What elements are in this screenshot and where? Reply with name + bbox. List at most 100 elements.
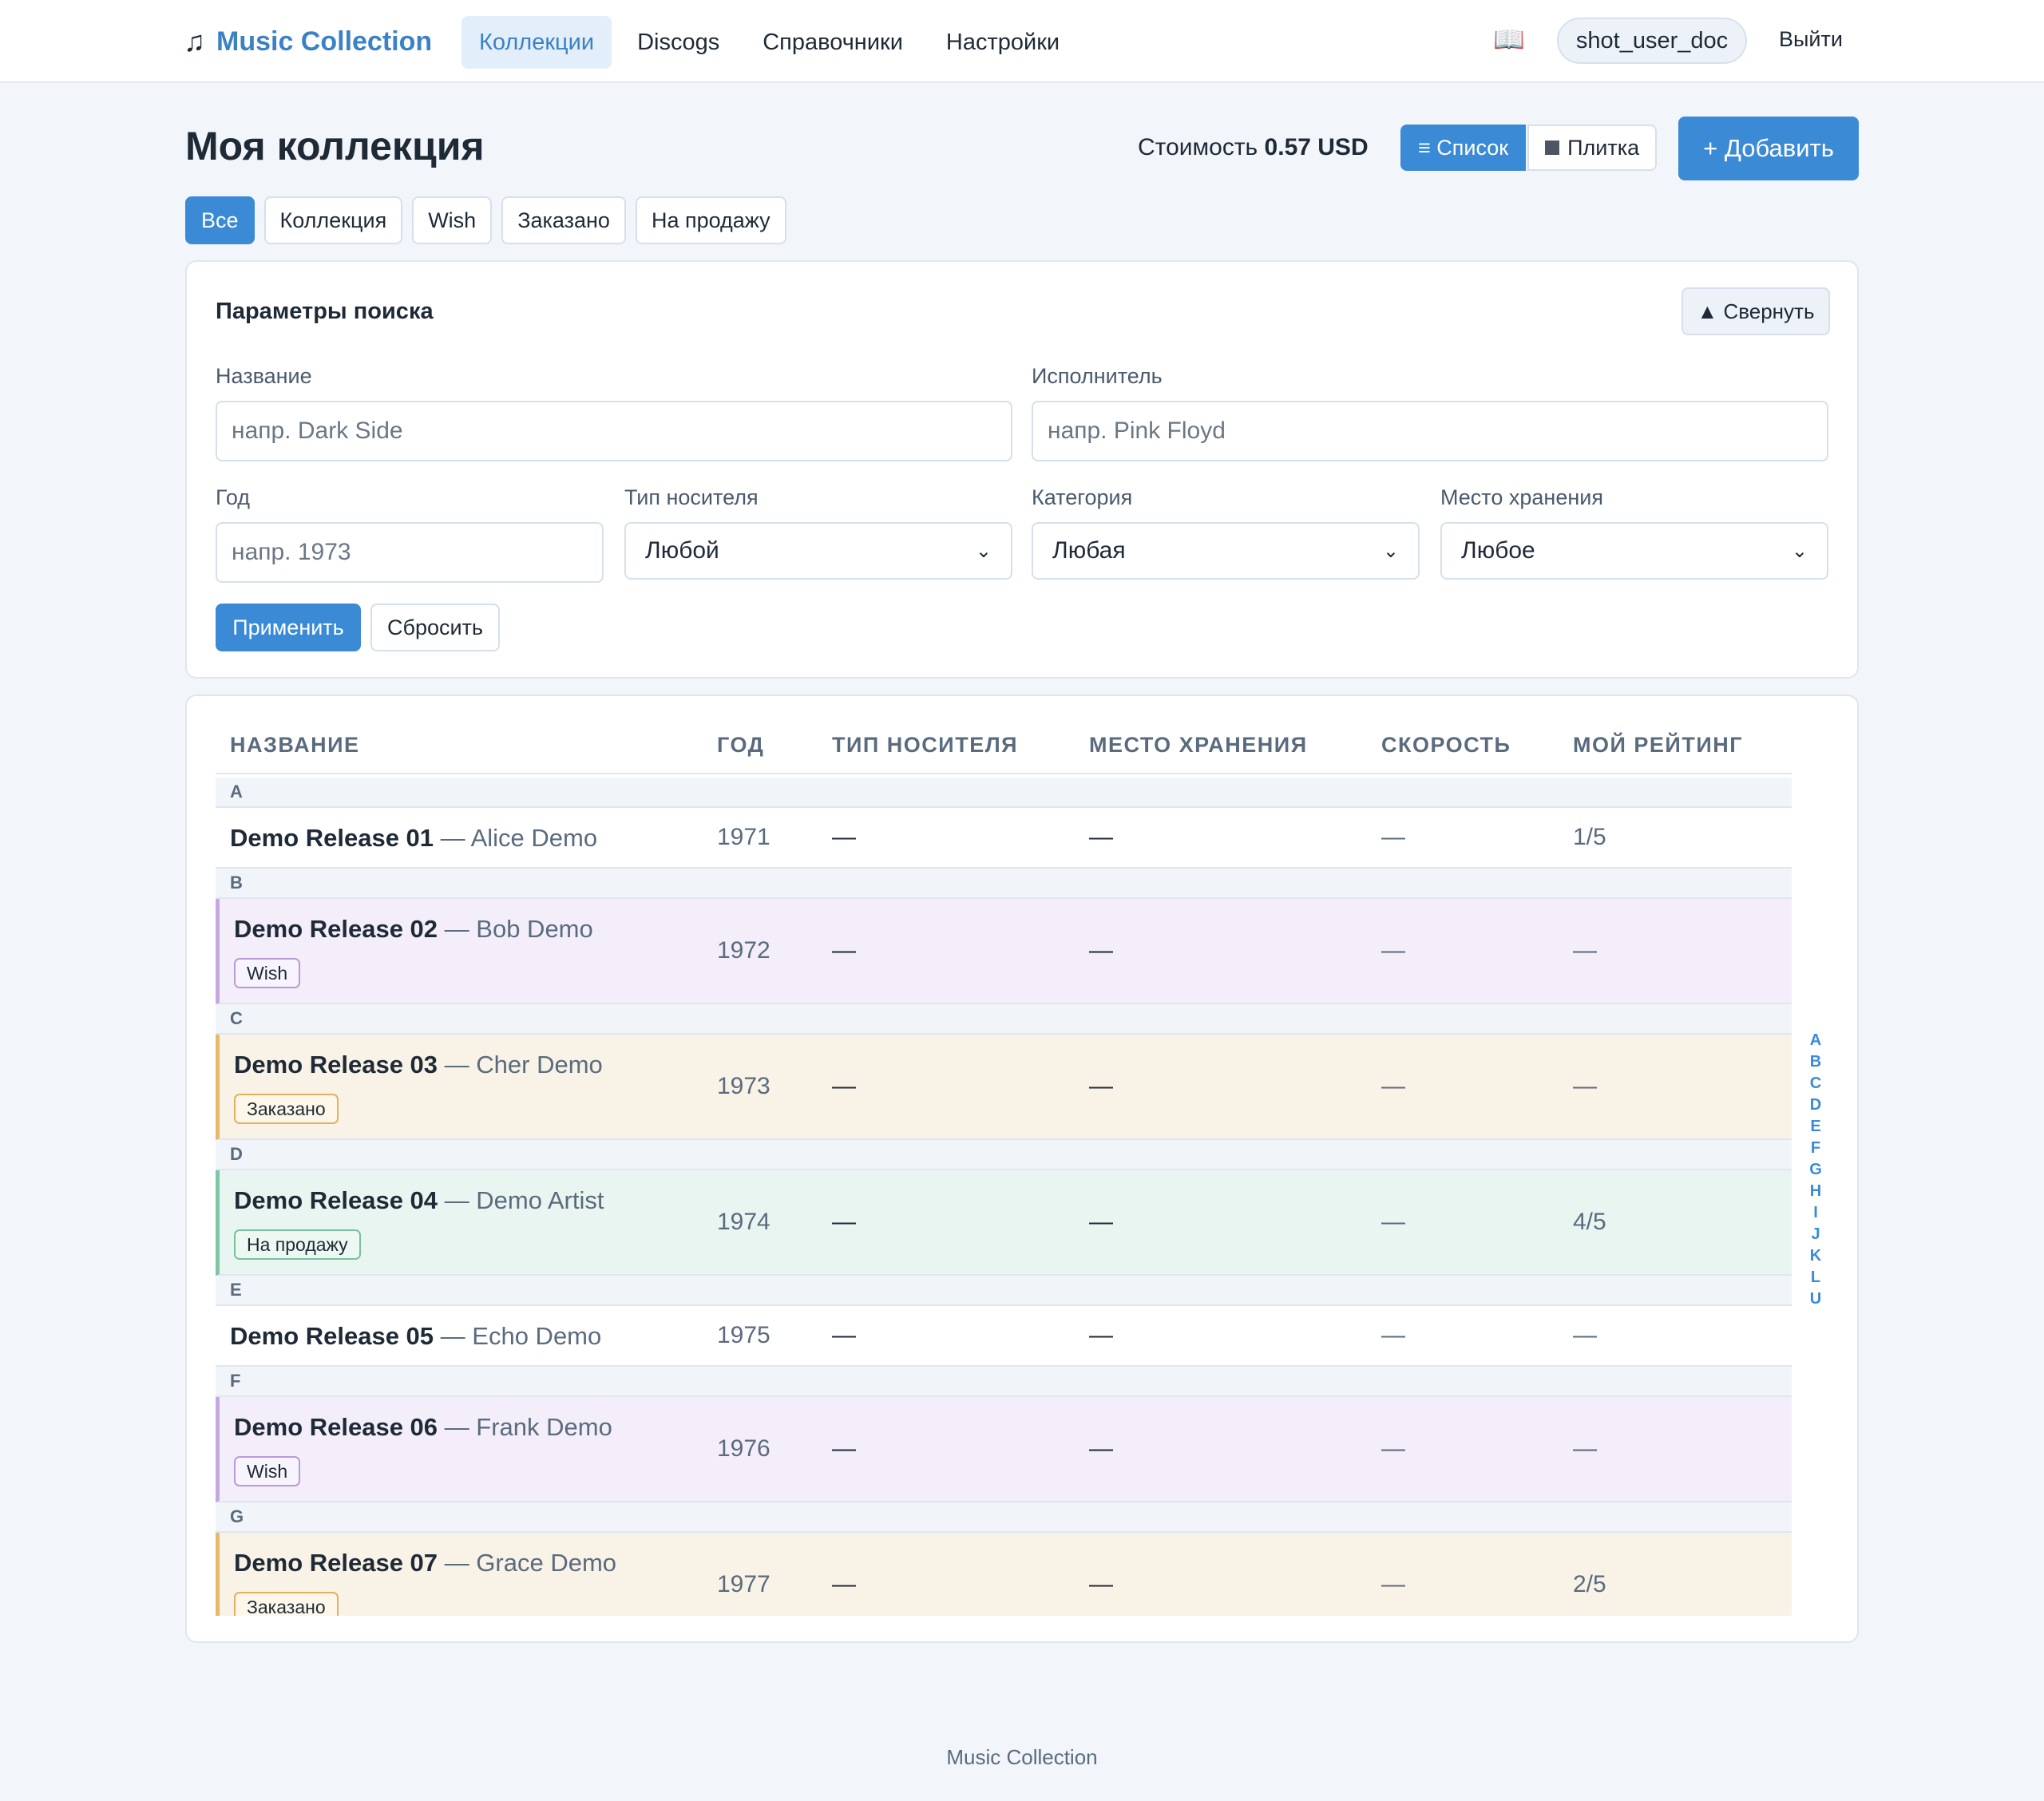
alpha-index-letter[interactable]: D <box>1809 1096 1822 1114</box>
search-panel: Параметры поиска ▲ Свернуть Название нап… <box>185 260 1859 679</box>
alpha-index-letter[interactable]: C <box>1809 1075 1822 1092</box>
col-speed[interactable]: СКОРОСТЬ <box>1381 733 1511 757</box>
table-row[interactable]: Demo Release 06 — Frank Demo Wish 1976 — — — — <box>216 1397 1792 1502</box>
alpha-index-letter[interactable]: B <box>1809 1053 1822 1071</box>
filter-collection[interactable]: Коллекция <box>263 196 403 244</box>
name-input[interactable]: напр. Dark Side <box>216 401 1012 461</box>
release-title-cell[interactable]: Demo Release 04 — Demo Artist <box>234 1186 604 1215</box>
help-book-icon[interactable]: 📖 <box>1493 25 1525 53</box>
release-title-cell[interactable]: Demo Release 05 — Echo Demo <box>230 1322 601 1351</box>
alpha-index-letter[interactable]: E <box>1810 1118 1821 1135</box>
speed-cell: — <box>1381 1322 1405 1348</box>
rating-cell: 2/5 <box>1573 1571 1606 1597</box>
group-letter-row: G <box>216 1502 1792 1533</box>
col-rating[interactable]: МОЙ РЕЙТИНГ <box>1573 733 1744 757</box>
release-title-cell[interactable]: Demo Release 03 — Cher Demo <box>234 1051 603 1079</box>
group-letter-row: B <box>216 869 1792 899</box>
collapse-button[interactable]: ▲ Свернуть <box>1682 287 1830 335</box>
release-title: Demo Release 03 <box>234 1051 438 1079</box>
year-input[interactable]: напр. 1973 <box>216 522 604 583</box>
media-cell: — <box>832 937 856 964</box>
release-artist: — Demo Artist <box>444 1186 604 1214</box>
media-type-select[interactable]: Любой ⌄ <box>624 522 1012 580</box>
col-storage[interactable]: МЕСТО ХРАНЕНИЯ <box>1089 733 1308 757</box>
filter-ordered[interactable]: Заказано <box>501 196 626 244</box>
year-cell: 1974 <box>717 1209 770 1235</box>
storage-value: Любое <box>1461 537 1535 564</box>
release-title-cell[interactable]: Demo Release 06 — Frank Demo <box>234 1413 612 1442</box>
collection-table-card: НАЗВАНИЕ ГОД ТИП НОСИТЕЛЯ МЕСТО ХРАНЕНИЯ… <box>185 695 1859 1643</box>
group-letter-row: C <box>216 1004 1792 1035</box>
col-media[interactable]: ТИП НОСИТЕЛЯ <box>832 733 1019 757</box>
alpha-index-letter[interactable]: G <box>1809 1161 1822 1178</box>
release-artist: — Echo Demo <box>440 1322 602 1350</box>
media-cell: — <box>832 1209 856 1235</box>
alpha-index-letter[interactable]: L <box>1810 1269 1821 1286</box>
view-list-button[interactable]: ≡ Список <box>1400 125 1527 171</box>
release-artist: — Alice Demo <box>440 824 598 852</box>
filter-wish[interactable]: Wish <box>412 196 493 244</box>
filter-all[interactable]: Все <box>185 196 255 244</box>
group-letter-row: D <box>216 1140 1792 1170</box>
view-toggle: ≡ Список Плитка <box>1400 125 1658 171</box>
speed-cell: — <box>1381 1073 1405 1099</box>
release-title: Demo Release 04 <box>234 1186 438 1214</box>
nav-collections[interactable]: Коллекции <box>461 16 612 69</box>
alpha-index-letter[interactable]: F <box>1810 1139 1821 1157</box>
status-badge: Wish <box>234 958 301 988</box>
col-year[interactable]: ГОД <box>717 733 765 757</box>
release-title-cell[interactable]: Demo Release 01 — Alice Demo <box>230 824 597 853</box>
table-row[interactable]: Demo Release 03 — Cher Demo Заказано 1973 —… <box>216 1035 1792 1140</box>
table-row[interactable]: Demo Release 01 — Alice Demo 1971 — — — 1/5 <box>216 808 1792 869</box>
year-label: Год <box>216 485 250 509</box>
col-title[interactable]: НАЗВАНИЕ <box>230 733 360 757</box>
filter-for-sale[interactable]: На продажу <box>635 196 786 244</box>
rating-cell: 4/5 <box>1573 1209 1606 1235</box>
speed-cell: — <box>1381 824 1405 850</box>
rating-cell: 1/5 <box>1573 824 1606 850</box>
status-badge: На продажу <box>234 1229 361 1260</box>
main-nav: Коллекции Discogs Справочники Настройки <box>461 16 1077 69</box>
logout-link[interactable]: Выйти <box>1779 27 1843 51</box>
speed-cell: — <box>1381 937 1405 964</box>
table-row[interactable]: Demo Release 04 — Demo Artist На продажу 1… <box>216 1170 1792 1276</box>
reset-button[interactable]: Сбросить <box>370 604 500 651</box>
release-title: Demo Release 06 <box>234 1413 438 1441</box>
artist-input[interactable]: напр. Pink Floyd <box>1032 401 1828 461</box>
alpha-index-letter[interactable]: I <box>1813 1204 1818 1221</box>
apply-button[interactable]: Применить <box>216 604 361 651</box>
storage-cell: — <box>1089 1322 1113 1348</box>
table-header: НАЗВАНИЕ ГОД ТИП НОСИТЕЛЯ МЕСТО ХРАНЕНИЯ… <box>216 733 1792 774</box>
nav-settings[interactable]: Настройки <box>945 29 1060 55</box>
table-row[interactable]: Demo Release 02 — Bob Demo Wish 1972 — — — — <box>216 899 1792 1004</box>
release-title-cell[interactable]: Demo Release 02 — Bob Demo <box>234 915 593 944</box>
nav-discogs[interactable]: Discogs <box>637 29 720 55</box>
release-title-cell[interactable]: Demo Release 07 — Grace Demo <box>234 1549 616 1577</box>
alpha-index-letter[interactable]: J <box>1811 1225 1820 1243</box>
storage-select[interactable]: Любое ⌄ <box>1440 522 1828 580</box>
release-title: Demo Release 01 <box>230 824 434 852</box>
category-select[interactable]: Любая ⌄ <box>1032 522 1420 580</box>
collection-table: НАЗВАНИЕ ГОД ТИП НОСИТЕЛЯ МЕСТО ХРАНЕНИЯ… <box>216 696 1792 1616</box>
release-artist: — Cher Demo <box>444 1051 603 1079</box>
media-type-value: Любой <box>645 537 719 564</box>
table-row[interactable]: Demo Release 07 — Grace Demo Заказано 1977… <box>216 1533 1792 1616</box>
cost-label: Стоимость <box>1138 134 1258 160</box>
storage-label: Место хранения <box>1440 485 1603 509</box>
alpha-index-letter[interactable]: A <box>1809 1031 1822 1049</box>
alpha-index-letter[interactable]: U <box>1809 1290 1822 1308</box>
rating-cell: — <box>1573 937 1597 964</box>
year-cell: 1977 <box>717 1571 770 1597</box>
status-badge: Заказано <box>234 1094 339 1124</box>
top-navbar: ♫ Music Collection Коллекции Discogs Спр… <box>0 0 2044 83</box>
storage-cell: — <box>1089 1209 1113 1235</box>
nav-references[interactable]: Справочники <box>763 29 903 55</box>
year-cell: 1976 <box>717 1435 770 1462</box>
view-tiles-button[interactable]: Плитка <box>1527 125 1658 171</box>
table-row[interactable]: Demo Release 05 — Echo Demo 1975 — — — — <box>216 1306 1792 1367</box>
alpha-index-letter[interactable]: K <box>1809 1247 1822 1265</box>
alpha-index-letter[interactable]: H <box>1809 1182 1822 1200</box>
add-button[interactable]: + Добавить <box>1678 117 1859 180</box>
user-pill[interactable]: shot_user_doc <box>1557 18 1747 64</box>
brand-link[interactable]: ♫ Music Collection <box>184 22 432 61</box>
